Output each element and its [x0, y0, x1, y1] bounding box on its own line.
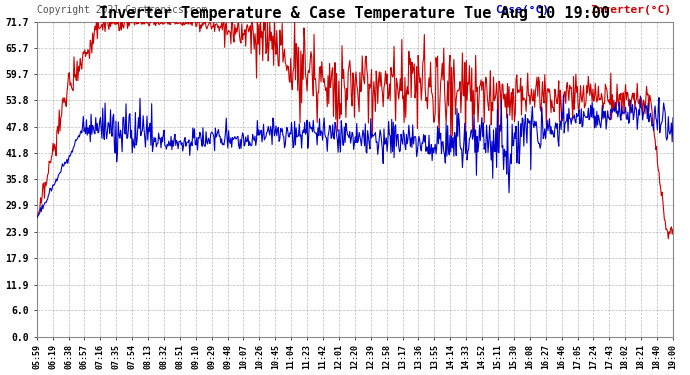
Text: Inverter(°C): Inverter(°C)	[590, 5, 671, 15]
Title: Inverter Temperature & Case Temperature Tue Aug 10 19:00: Inverter Temperature & Case Temperature …	[99, 6, 611, 21]
Text: Copyright 2021 Cartronics.com: Copyright 2021 Cartronics.com	[37, 5, 207, 15]
Text: Case(°C): Case(°C)	[495, 5, 549, 15]
